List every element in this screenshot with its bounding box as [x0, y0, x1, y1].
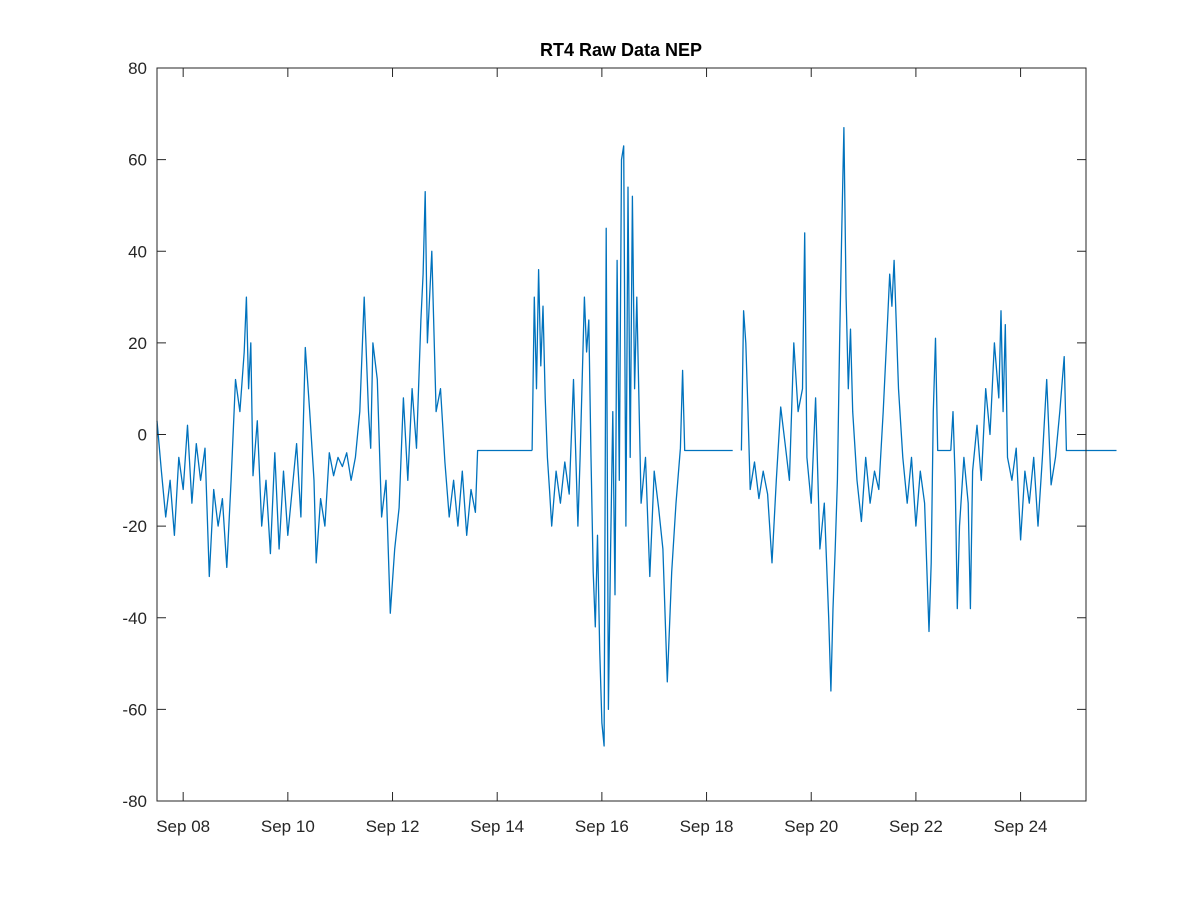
series-layer: [156, 126, 1117, 747]
chart-title: RT4 Raw Data NEP: [540, 40, 702, 60]
x-tick-label: Sep 18: [680, 817, 734, 836]
x-tick-label: Sep 14: [470, 817, 524, 836]
series-line-segment: [156, 191, 533, 614]
y-tick-label: 40: [128, 242, 147, 261]
y-tick-label: -80: [122, 792, 147, 811]
y-tick-label: -60: [122, 700, 147, 719]
x-tick-label: Sep 16: [575, 817, 629, 836]
x-tick-label: Sep 08: [156, 817, 210, 836]
x-tick-label: Sep 22: [889, 817, 943, 836]
y-tick-label: -20: [122, 517, 147, 536]
x-tick-label: Sep 10: [261, 817, 315, 836]
y-tick-label: 20: [128, 334, 147, 353]
x-tick-label: Sep 12: [366, 817, 420, 836]
series-line-segment: [740, 126, 951, 692]
series-line-segment: [950, 310, 1117, 610]
ticks-layer: Sep 08 Sep 10 Sep 12 Sep 14 Sep 16 Sep 18 Sep …: [122, 59, 1086, 836]
series-line-segment: [531, 145, 733, 747]
y-tick-label: 0: [138, 426, 147, 445]
y-tick-label: -40: [122, 609, 147, 628]
x-tick-label: Sep 20: [784, 817, 838, 836]
x-tick-label: Sep 24: [994, 817, 1048, 836]
y-tick-label: 60: [128, 151, 147, 170]
y-tick-label: 80: [128, 59, 147, 78]
